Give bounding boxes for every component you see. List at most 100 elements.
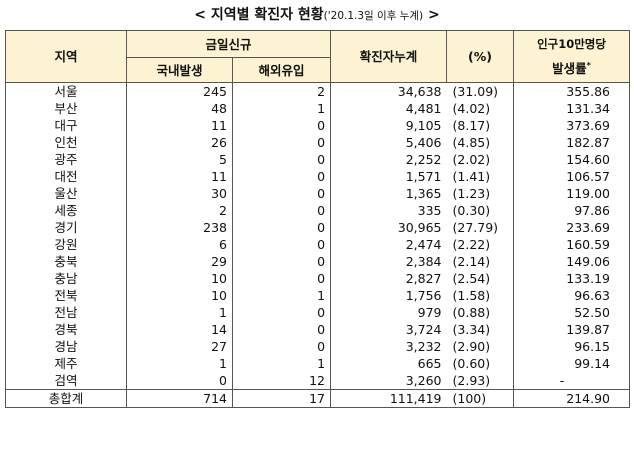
imported-cell: 0 — [231, 202, 332, 219]
cumulative-cell: 9,105 — [330, 117, 447, 134]
imported-cell: 0 — [231, 236, 332, 253]
rate-cell: 106.57 — [513, 168, 631, 185]
percent-cell: (2.54) — [446, 270, 515, 287]
domestic-cell: 6 — [126, 236, 233, 253]
rate-cell: 96.63 — [513, 287, 631, 304]
region-cell: 경남 — [5, 338, 127, 355]
domestic-cell: 26 — [126, 134, 233, 151]
rate-cell: 97.86 — [513, 202, 631, 219]
cumulative-cell: 3,232 — [330, 338, 447, 355]
percent-cell: (3.34) — [446, 321, 515, 338]
imported-cell: 12 — [231, 372, 332, 390]
percent-cell: (2.14) — [446, 253, 515, 270]
cumulative-cell: 1,571 — [330, 168, 447, 185]
rate-cell: 139.87 — [513, 321, 631, 338]
rate-cell: 52.50 — [513, 304, 631, 321]
imported-cell: 1 — [231, 100, 332, 117]
domestic-cell: 2 — [126, 202, 233, 219]
region-cell: 대전 — [5, 168, 127, 185]
region-cell: 인천 — [5, 134, 127, 151]
rate-cell: 373.69 — [513, 117, 631, 134]
imported-cell: 0 — [231, 117, 332, 134]
imported-cell: 17 — [231, 389, 332, 408]
table-row: 검역 0 12 3,260 (2.93) - — [5, 372, 631, 390]
header-region: 지역 — [5, 30, 127, 83]
cumulative-cell: 2,252 — [330, 151, 447, 168]
region-cell: 충북 — [5, 253, 127, 270]
domestic-cell: 27 — [126, 338, 233, 355]
percent-cell: (8.17) — [446, 117, 515, 134]
rate-cell: 99.14 — [513, 355, 631, 372]
cumulative-cell: 3,724 — [330, 321, 447, 338]
cumulative-cell: 30,965 — [330, 219, 447, 236]
region-cell: 울산 — [5, 185, 127, 202]
percent-cell: (2.02) — [446, 151, 515, 168]
cumulative-cell: 2,827 — [330, 270, 447, 287]
cumulative-cell: 2,384 — [330, 253, 447, 270]
table-row: 제주 1 1 665 (0.60) 99.14 — [5, 355, 631, 372]
imported-cell: 0 — [231, 338, 332, 355]
region-cell: 제주 — [5, 355, 127, 372]
domestic-cell: 14 — [126, 321, 233, 338]
imported-cell: 0 — [231, 219, 332, 236]
domestic-cell: 10 — [126, 287, 233, 304]
region-cell: 충남 — [5, 270, 127, 287]
rate-cell: 355.86 — [513, 82, 631, 100]
region-cell: 강원 — [5, 236, 127, 253]
table-title-close: > — [423, 7, 440, 23]
rate-cell: 119.00 — [513, 185, 631, 202]
percent-cell: (0.30) — [446, 202, 515, 219]
domestic-cell: 11 — [126, 168, 233, 185]
region-cell: 세종 — [5, 202, 127, 219]
region-cell: 광주 — [5, 151, 127, 168]
cumulative-cell: 665 — [330, 355, 447, 372]
domestic-cell: 714 — [126, 389, 233, 408]
header-rate-footnote-mark: * — [586, 60, 591, 70]
region-cell: 부산 — [5, 100, 127, 117]
percent-cell: (2.93) — [446, 372, 515, 390]
cumulative-cell: 335 — [330, 202, 447, 219]
imported-cell: 0 — [231, 321, 332, 338]
rate-cell: 133.19 — [513, 270, 631, 287]
domestic-cell: 30 — [126, 185, 233, 202]
percent-cell: (2.90) — [446, 338, 515, 355]
table-row: 전북 10 1 1,756 (1.58) 96.63 — [5, 287, 631, 304]
imported-cell: 0 — [231, 185, 332, 202]
domestic-cell: 10 — [126, 270, 233, 287]
percent-cell: (4.02) — [446, 100, 515, 117]
cumulative-cell: 111,419 — [330, 389, 447, 408]
table-row: 강원 6 0 2,474 (2.22) 160.59 — [5, 236, 631, 253]
cumulative-cell: 3,260 — [330, 372, 447, 390]
rate-cell: 154.60 — [513, 151, 631, 168]
cumulative-cell: 1,365 — [330, 185, 447, 202]
region-cell: 전북 — [5, 287, 127, 304]
rate-cell: - — [513, 372, 631, 390]
regional-cases-table: 지역 금일신규 확진자누계 (%) 인구10만명당 발생률* 국내발생 해외유입… — [5, 30, 631, 408]
imported-cell: 0 — [231, 253, 332, 270]
imported-cell: 1 — [231, 287, 332, 304]
table-row: 부산 48 1 4,481 (4.02) 131.34 — [5, 100, 631, 117]
percent-cell: (1.41) — [446, 168, 515, 185]
rate-cell: 233.69 — [513, 219, 631, 236]
percent-cell: (31.09) — [446, 82, 515, 100]
imported-cell: 0 — [231, 304, 332, 321]
table-row: 대구 11 0 9,105 (8.17) 373.69 — [5, 117, 631, 134]
domestic-cell: 48 — [126, 100, 233, 117]
rate-cell: 96.15 — [513, 338, 631, 355]
imported-cell: 0 — [231, 168, 332, 185]
header-rate-line2: 발생률* — [515, 55, 629, 80]
table-row: 세종 2 0 335 (0.30) 97.86 — [5, 202, 631, 219]
table-row: 충남 10 0 2,827 (2.54) 133.19 — [5, 270, 631, 287]
imported-cell: 0 — [231, 134, 332, 151]
table-row: 경남 27 0 3,232 (2.90) 96.15 — [5, 338, 631, 355]
region-cell: 대구 — [5, 117, 127, 134]
percent-cell: (100) — [446, 389, 515, 408]
imported-cell: 1 — [231, 355, 332, 372]
cumulative-cell: 979 — [330, 304, 447, 321]
region-cell: 서울 — [5, 82, 127, 100]
domestic-cell: 5 — [126, 151, 233, 168]
rate-cell: 182.87 — [513, 134, 631, 151]
rate-cell: 214.90 — [513, 389, 631, 408]
region-cell: 총합계 — [5, 389, 127, 408]
cumulative-cell: 2,474 — [330, 236, 447, 253]
